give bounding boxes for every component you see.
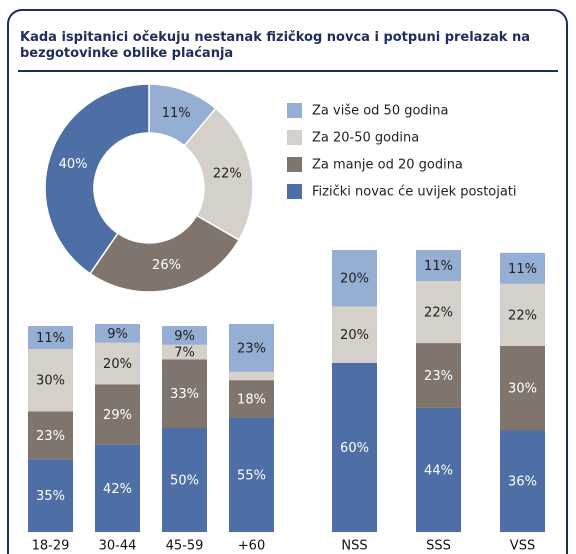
bar-segment — [95, 342, 140, 385]
bar-segment — [416, 281, 461, 344]
bar-segment — [500, 345, 545, 431]
bar-label: 11% — [424, 259, 453, 274]
legend-label: Za 20-50 godina — [312, 131, 419, 146]
bar-label: 20% — [103, 357, 132, 372]
donut-slice — [88, 214, 241, 293]
bar-label: 35% — [36, 489, 65, 504]
bar-label: 9% — [174, 329, 195, 344]
bar-segment — [416, 250, 461, 282]
legend-label: Za više od 50 godina — [312, 104, 449, 119]
bar-label: 22% — [508, 308, 537, 323]
bar-segment — [162, 344, 207, 360]
x-tick-label: +60 — [238, 539, 265, 554]
x-tick-label: VSS — [510, 539, 535, 554]
bar-segment — [332, 306, 377, 363]
slice-label: 26% — [152, 258, 181, 273]
legend-label: Za manje od 20 godina — [312, 158, 463, 173]
bar-segment — [28, 326, 73, 349]
bar-segment — [416, 343, 461, 408]
bar-label: 20% — [340, 328, 369, 343]
x-tick-label: 45-59 — [166, 539, 204, 554]
bar-label: 30% — [508, 382, 537, 397]
bar-segment — [229, 324, 274, 372]
bar-label: 44% — [424, 463, 453, 478]
bar-label: 11% — [36, 331, 65, 346]
bar-label: 33% — [170, 387, 199, 402]
bar-segment — [28, 459, 73, 532]
bar-label: 30% — [36, 374, 65, 389]
legend-label: Fizički novac će uvijek postojati — [312, 185, 517, 200]
legend-swatch — [287, 157, 302, 172]
bar-label: 22% — [424, 306, 453, 321]
bar-segment — [229, 417, 274, 532]
donut-slice — [183, 107, 254, 242]
bar-label: 11% — [508, 262, 537, 277]
donut-slice — [44, 83, 150, 275]
bar-segment — [162, 428, 207, 532]
bar-label: 23% — [237, 341, 266, 356]
x-tick-label: SSS — [426, 539, 451, 554]
legend-swatch — [287, 184, 302, 199]
slice-label: 22% — [213, 167, 242, 182]
bar-segment — [416, 407, 461, 532]
slice-label: 11% — [162, 106, 191, 121]
bar-segment — [332, 362, 377, 532]
x-tick-label: NSS — [341, 539, 367, 554]
bar-segment — [162, 326, 207, 345]
bar-label: 50% — [170, 474, 199, 489]
bar-segment — [500, 252, 545, 284]
bar-label: 7% — [174, 346, 195, 361]
bar-segment — [332, 250, 377, 307]
bar-segment — [229, 380, 274, 418]
chart-title: Kada ispitanici očekuju nestanak fizičko… — [20, 30, 530, 61]
bar-segment — [162, 359, 207, 428]
legend-swatch — [287, 103, 302, 118]
x-tick-label: 18-29 — [32, 539, 70, 554]
bar-segment — [500, 430, 545, 532]
bar-segment — [28, 411, 73, 460]
bar-label: 20% — [340, 272, 369, 287]
bar-segment — [28, 348, 73, 412]
bar-label: 36% — [508, 475, 537, 490]
bar-segment — [95, 324, 140, 343]
bar-segment — [95, 444, 140, 532]
bar-segment — [229, 371, 274, 381]
slice-label: 40% — [59, 157, 88, 172]
bar-label: 23% — [36, 429, 65, 444]
bar-label: 23% — [424, 369, 453, 384]
x-tick-label: 30-44 — [99, 539, 137, 554]
bar-label: 18% — [237, 392, 266, 407]
legend-swatch — [287, 130, 302, 145]
bar-label: 9% — [107, 327, 128, 342]
bar-label: 55% — [237, 468, 266, 483]
bar-label: 29% — [103, 408, 132, 423]
bar-segment — [500, 283, 545, 346]
frame — [7, 9, 568, 554]
bar-label: 60% — [340, 441, 369, 456]
bar-label: 42% — [103, 482, 132, 497]
bar-segment — [95, 384, 140, 445]
